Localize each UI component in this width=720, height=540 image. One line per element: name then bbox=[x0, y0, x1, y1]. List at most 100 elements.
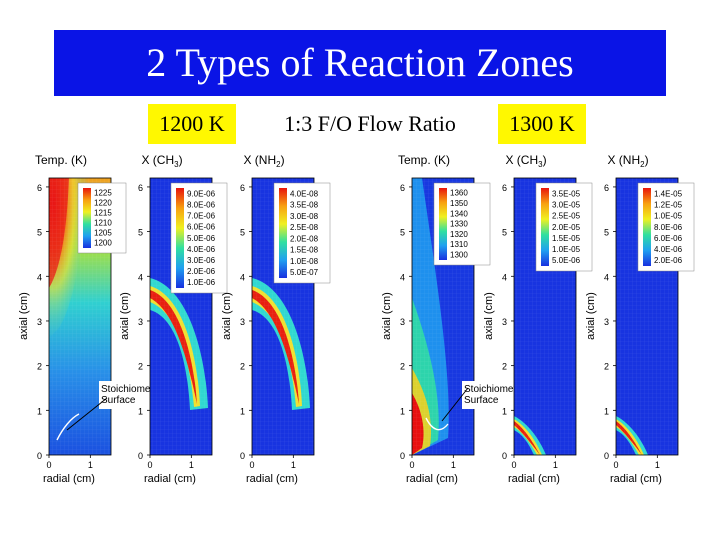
legend-entry: 2.0E-08 bbox=[290, 234, 319, 243]
y-tick-label: 1 bbox=[502, 406, 507, 416]
chart-title: X (CH3) bbox=[141, 153, 182, 169]
legend-entry: 1330 bbox=[450, 220, 468, 229]
annotation-label: Surface bbox=[464, 395, 499, 406]
right-condition-label: 1300 K bbox=[498, 104, 586, 144]
center-condition-label: 1:3 F/O Flow Ratio bbox=[284, 111, 456, 136]
x-tick-label: 0 bbox=[511, 460, 516, 470]
y-tick-label: 2 bbox=[138, 362, 143, 372]
legend-entry: 1200 bbox=[94, 239, 112, 248]
color-legend: 1.4E-05 1.2E-05 1.0E-05 8.0E-06 6.0E-06 4.0E-… bbox=[637, 182, 695, 272]
legend-color-bar bbox=[83, 188, 91, 248]
legend-entry: 4.0E-08 bbox=[290, 189, 319, 198]
y-tick-label: 2 bbox=[400, 362, 405, 372]
legend-entry: 4.0E-06 bbox=[187, 245, 216, 254]
y-tick-label: 2 bbox=[37, 362, 42, 372]
y-tick-label: 6 bbox=[502, 183, 507, 193]
legend-entry: 3.0E-08 bbox=[290, 212, 319, 221]
chart-title: X (CH3) bbox=[505, 153, 546, 169]
legend-entry: 1.5E-05 bbox=[552, 234, 581, 243]
x-tick-label: 1 bbox=[553, 460, 558, 470]
y-tick-label: 5 bbox=[37, 228, 42, 238]
annotation-arrow bbox=[66, 397, 108, 431]
annotation-arrow bbox=[441, 387, 469, 422]
chart-title: Temp. (K) bbox=[398, 153, 450, 167]
annotation-label: Surface bbox=[101, 395, 136, 406]
y-tick-label: 5 bbox=[138, 228, 143, 238]
y-axis-label: axial (cm) bbox=[221, 292, 233, 340]
y-tick-label: 3 bbox=[604, 317, 609, 327]
slide-title: 2 Types of Reaction Zones bbox=[54, 30, 666, 96]
color-legend: 4.0E-08 3.5E-08 3.0E-08 2.5E-08 2.0E-08 1.5E-… bbox=[273, 182, 331, 284]
color-legend: 9.0E-06 8.0E-06 7.0E-06 6.0E-06 5.0E-06 4.0E-… bbox=[170, 182, 228, 294]
x-tick-label: 0 bbox=[46, 460, 51, 470]
reaction-zone-figure: Temp. (K) 0 1 2 3 4 5 6 0 1 radial (cm) axial (cm) 1… bbox=[18, 153, 695, 485]
legend-entry: 1340 bbox=[450, 209, 468, 218]
y-tick-label: 1 bbox=[400, 406, 405, 416]
x-tick-label: 1 bbox=[655, 460, 660, 470]
plot-frame bbox=[513, 177, 577, 456]
y-tick-label: 6 bbox=[240, 183, 245, 193]
color-legend: 3.5E-05 3.0E-05 2.5E-05 2.0E-05 1.5E-05 1.0E-… bbox=[535, 182, 593, 272]
legend-entry: 1.0E-06 bbox=[187, 278, 216, 287]
legend-entry: 1300 bbox=[450, 250, 468, 259]
y-tick-label: 0 bbox=[604, 451, 609, 461]
x-axis-label: radial (cm) bbox=[610, 473, 662, 485]
y-tick-label: 5 bbox=[400, 228, 405, 238]
y-tick-label: 0 bbox=[240, 451, 245, 461]
plot-frame bbox=[149, 177, 213, 456]
y-tick-label: 4 bbox=[138, 272, 143, 282]
x-axis-label: radial (cm) bbox=[406, 473, 458, 485]
x-axis-label: radial (cm) bbox=[144, 473, 196, 485]
legend-color-bar bbox=[176, 188, 184, 288]
legend-entry: 4.0E-06 bbox=[654, 245, 683, 254]
chart-title: Temp. (K) bbox=[35, 153, 87, 167]
chart-panel-2: X (CH3) 0 1 2 3 4 5 6 0 1 radial (cm) axial (cm) 9.0… bbox=[119, 153, 228, 485]
plot-frame bbox=[411, 177, 475, 456]
legend-entry: 9.0E-06 bbox=[187, 189, 216, 198]
stoichiometric-surface-line bbox=[425, 417, 449, 431]
legend-entry: 1220 bbox=[94, 199, 112, 208]
legend-entry: 2.5E-05 bbox=[552, 212, 581, 221]
x-axis-label: radial (cm) bbox=[508, 473, 560, 485]
legend-entry: 1225 bbox=[94, 189, 112, 198]
legend-entry: 5.0E-07 bbox=[290, 268, 319, 277]
annotation-label: Stoichiometric bbox=[464, 384, 527, 395]
legend-entry: 3.0E-06 bbox=[187, 256, 216, 265]
legend-entry: 1310 bbox=[450, 240, 468, 249]
y-axis-label: axial (cm) bbox=[483, 292, 495, 340]
y-tick-label: 0 bbox=[138, 451, 143, 461]
y-axis-label: axial (cm) bbox=[119, 292, 131, 340]
y-tick-label: 5 bbox=[502, 228, 507, 238]
stoichiometric-surface-line bbox=[56, 413, 80, 441]
y-tick-label: 2 bbox=[604, 362, 609, 372]
y-tick-label: 3 bbox=[37, 317, 42, 327]
y-tick-label: 4 bbox=[400, 272, 405, 282]
legend-entry: 6.0E-06 bbox=[187, 223, 216, 232]
legend-entry: 1205 bbox=[94, 229, 112, 238]
y-axis-label: axial (cm) bbox=[585, 292, 597, 340]
legend-entry: 1.0E-08 bbox=[290, 257, 319, 266]
y-tick-label: 3 bbox=[400, 317, 405, 327]
y-tick-label: 4 bbox=[604, 272, 609, 282]
y-tick-label: 1 bbox=[240, 406, 245, 416]
y-tick-label: 2 bbox=[240, 362, 245, 372]
x-axis-label: radial (cm) bbox=[246, 473, 298, 485]
legend-entry: 1210 bbox=[94, 219, 112, 228]
legend-entry: 1.0E-05 bbox=[654, 212, 683, 221]
legend-entry: 3.0E-05 bbox=[552, 201, 581, 210]
y-tick-label: 4 bbox=[502, 272, 507, 282]
legend-entry: 2.0E-06 bbox=[187, 267, 216, 276]
chart-panel-5: X (CH3) 0 1 2 3 4 5 6 0 1 radial (cm) axial (cm) 3.5… bbox=[483, 153, 593, 485]
y-tick-label: 1 bbox=[37, 406, 42, 416]
x-axis-label: radial (cm) bbox=[43, 473, 95, 485]
x-tick-label: 0 bbox=[147, 460, 152, 470]
x-tick-label: 0 bbox=[409, 460, 414, 470]
y-tick-label: 5 bbox=[240, 228, 245, 238]
y-tick-label: 1 bbox=[604, 406, 609, 416]
y-tick-label: 3 bbox=[138, 317, 143, 327]
legend-entry: 6.0E-06 bbox=[654, 234, 683, 243]
x-tick-label: 1 bbox=[451, 460, 456, 470]
plot-frame bbox=[251, 177, 315, 456]
